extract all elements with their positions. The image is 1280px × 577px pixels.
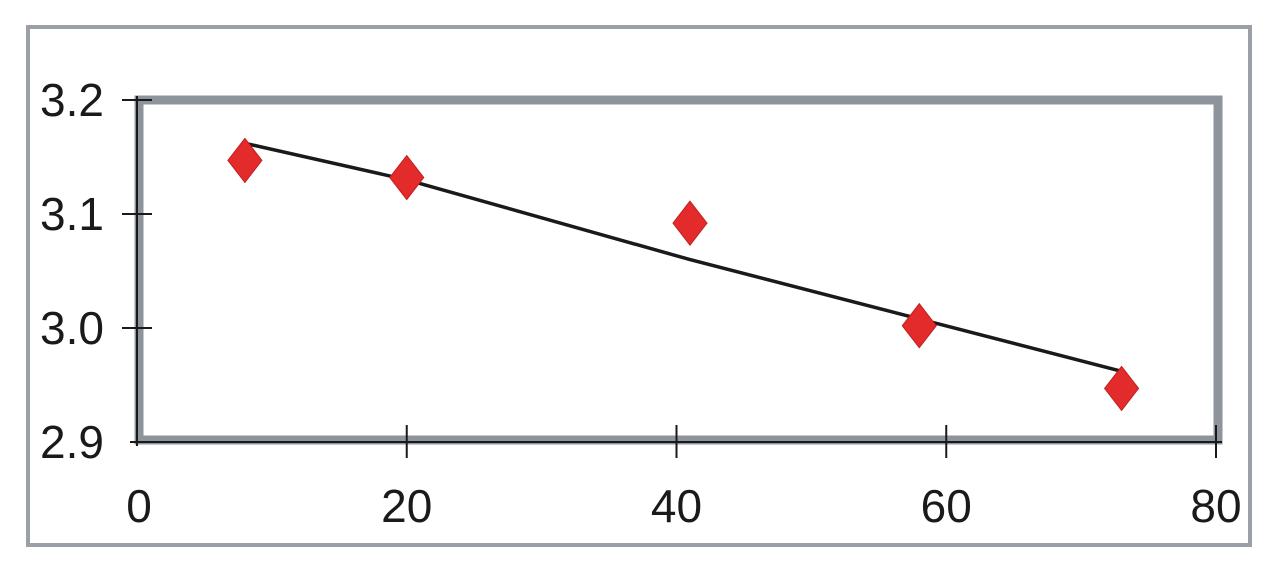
data-point-diamond xyxy=(1103,365,1140,412)
y-tick-label: 3.2 xyxy=(40,74,104,126)
data-point-diamond xyxy=(227,137,263,184)
y-tick-label: 3.1 xyxy=(40,188,104,240)
x-tick-label: 80 xyxy=(1190,480,1241,532)
plot-area-border xyxy=(134,95,1223,445)
data-point-diamond xyxy=(672,200,708,246)
x-tick-label: 20 xyxy=(381,480,432,532)
trend-line-group xyxy=(244,141,1123,373)
data-point-diamond xyxy=(389,154,425,201)
y-tick-label: 3.0 xyxy=(40,302,104,354)
x-tick-label: 0 xyxy=(126,480,152,532)
x-tick-label: 40 xyxy=(651,480,702,532)
y-tick-label: 2.9 xyxy=(40,416,104,468)
chart-frame xyxy=(26,25,1252,547)
data-points-group xyxy=(227,137,1140,412)
axis-ticks: 0 20 40 60 80 2.9 3.0 3.1 3.2 xyxy=(40,74,1242,532)
trend-line xyxy=(244,141,1123,373)
x-tick-label: 60 xyxy=(921,480,972,532)
data-point-diamond xyxy=(901,302,937,349)
